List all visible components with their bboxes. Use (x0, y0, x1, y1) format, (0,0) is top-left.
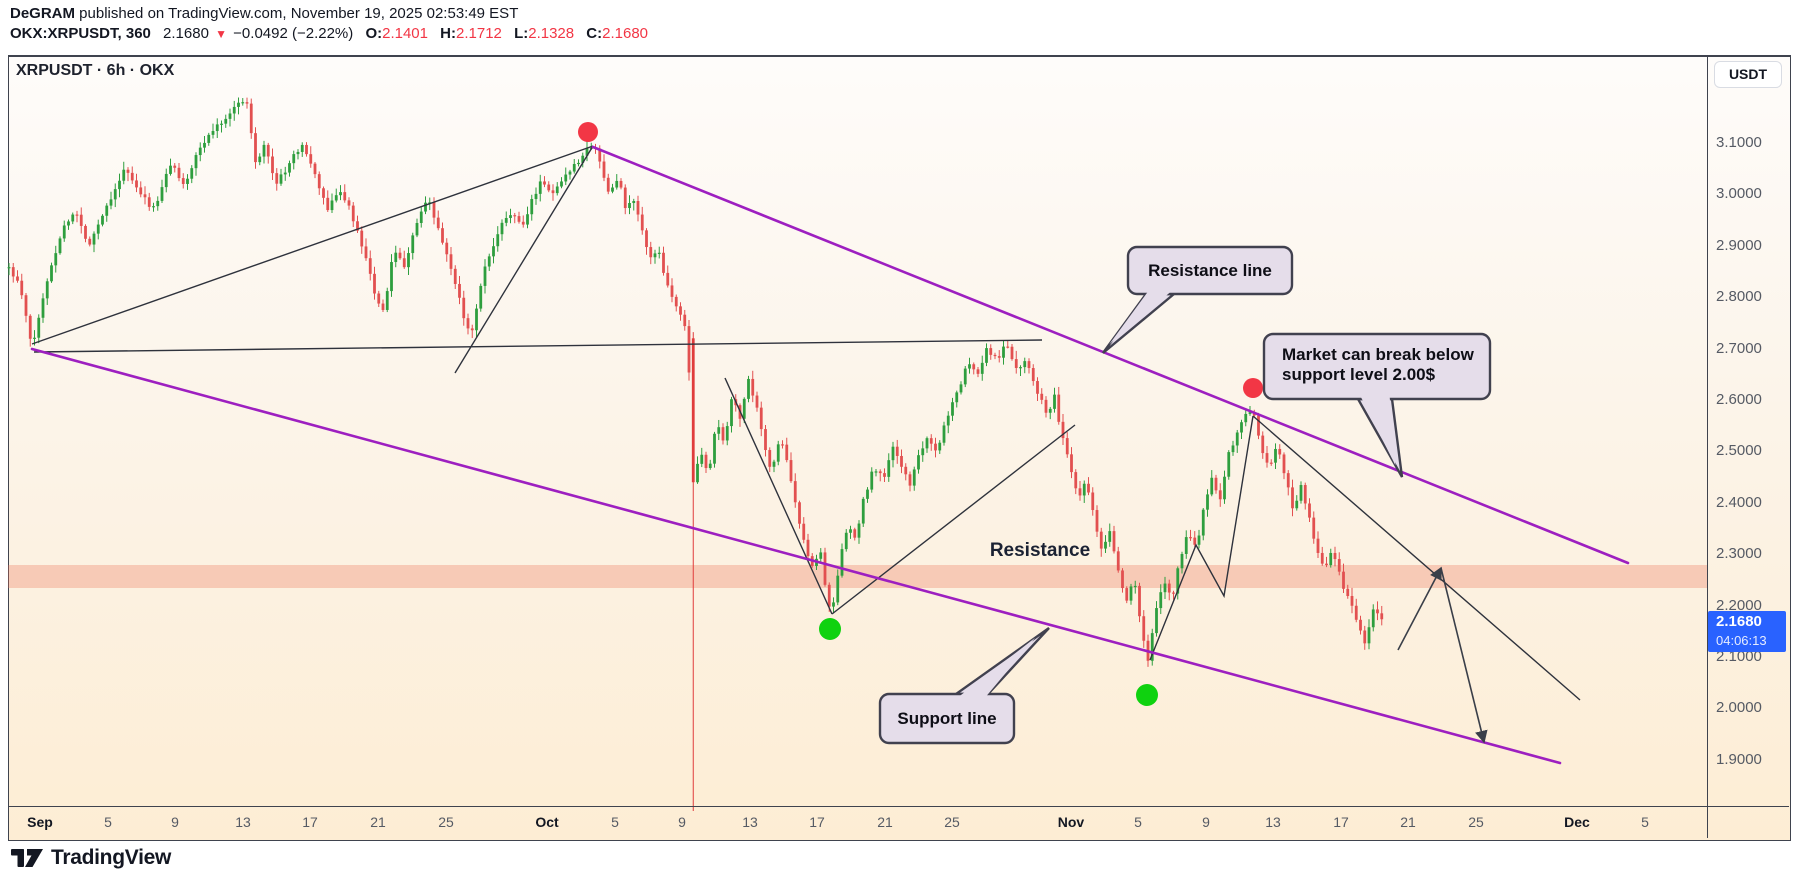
price-tick: 2.2000 (1716, 596, 1762, 614)
break-below-callout-text: Market can break below support level 2.00… (1282, 345, 1474, 384)
time-tick: 5 (1641, 814, 1649, 830)
symbol-status-row: OKX:XRPUSDT, 360 2.1680 ▼ −0.0492 (−2.22… (10, 25, 648, 42)
publisher-name: DeGRAM (10, 5, 76, 22)
open-value: 2.1401 (382, 25, 428, 42)
time-tick: 9 (171, 814, 179, 830)
time-tick: 25 (944, 814, 960, 830)
symbol-interval: OKX:XRPUSDT, 360 (10, 25, 151, 42)
candlestick-series (7, 97, 1384, 811)
pivot-dot-green[interactable] (1136, 684, 1158, 706)
time-axis-separator (8, 806, 1789, 807)
projection-resistance[interactable] (1252, 415, 1581, 701)
tradingview-wordmark: TradingView (51, 846, 172, 869)
time-tick: Sep (27, 814, 53, 830)
chart-legend-title: XRPUSDT · 6h · OKX (16, 62, 175, 79)
rising-wedge-lower[interactable] (454, 145, 594, 374)
support-line-callout[interactable] (878, 692, 1016, 745)
close-label: C: (586, 25, 603, 42)
tradingview-logo-icon (11, 849, 43, 867)
price-tick: 2.0000 (1716, 699, 1762, 717)
price-tick: 2.8000 (1716, 288, 1762, 306)
high-label: H: (440, 25, 456, 42)
time-tick: Oct (535, 814, 559, 830)
time-tick: 13 (1265, 814, 1281, 830)
price-tick: 1.9000 (1716, 750, 1762, 768)
time-tick: 25 (438, 814, 454, 830)
bar-countdown: 04:06:13 (1716, 633, 1767, 648)
price-tick: 2.6000 (1716, 391, 1762, 408)
time-tick: 17 (1333, 814, 1349, 830)
time-tick: Nov (1057, 814, 1085, 830)
time-tick: 21 (370, 814, 386, 830)
price-tick: 3.0000 (1716, 185, 1762, 203)
price-tick: 3.1000 (1716, 134, 1762, 151)
bounce-up-arrow[interactable] (1397, 566, 1442, 651)
support-trendline[interactable] (30, 347, 1562, 765)
flag-down-line[interactable] (724, 377, 833, 615)
price-tick: 2.1000 (1716, 648, 1762, 665)
november-zigzag[interactable] (1149, 415, 1254, 661)
price-tick: 2.3000 (1716, 545, 1762, 563)
publish-info: published on TradingView.com, November 1… (75, 5, 519, 22)
time-tick: 5 (104, 814, 112, 830)
support-line-callout-text: Support line (897, 708, 997, 728)
currency-toggle-button[interactable]: USDT (1714, 61, 1782, 88)
rising-wedge-upper[interactable] (31, 145, 594, 345)
tradingview-footer[interactable]: TradingView (10, 843, 171, 873)
time-tick: 17 (302, 814, 318, 830)
resistance-line-callout[interactable] (1126, 245, 1294, 296)
current-price-value: 2.1680 (1716, 613, 1762, 630)
resistance-line-callout-tail (1102, 292, 1178, 354)
price-tick: 2.4000 (1716, 493, 1762, 511)
time-tick: 9 (678, 814, 686, 830)
pivot-dot-red[interactable] (1243, 378, 1263, 398)
resistance-line-callout-text: Resistance line (1148, 260, 1272, 280)
down-triangle-icon: ▼ (215, 27, 227, 41)
time-tick: 21 (877, 814, 893, 830)
high-value: 2.1712 (456, 25, 502, 42)
time-tick: Dec (1564, 814, 1590, 830)
current-price-label: 2.1680 04:06:13 (1708, 611, 1786, 652)
pivot-dot-green[interactable] (819, 618, 841, 640)
resistance-zone-band[interactable] (8, 565, 1707, 588)
time-tick: 5 (1134, 814, 1142, 830)
open-label: O: (365, 25, 383, 42)
price-tick: 2.5000 (1716, 442, 1762, 460)
publish-byline: DeGRAM published on TradingView.com, Nov… (10, 5, 518, 22)
pivot-dot-red[interactable] (578, 122, 598, 142)
resistance-zone-text[interactable]: Resistance (989, 540, 1091, 561)
time-tick: 13 (235, 814, 251, 830)
time-tick: 21 (1400, 814, 1416, 830)
low-value: 2.1328 (528, 25, 575, 42)
price-tick: 2.7000 (1716, 339, 1762, 357)
flag-up-line[interactable] (831, 424, 1076, 615)
horizontal-2_70-level[interactable] (33, 339, 1043, 353)
time-tick: 9 (1202, 814, 1210, 830)
last-price: 2.1680 (163, 25, 209, 42)
low-label: L: (514, 25, 529, 42)
price-axis-separator (1707, 55, 1708, 838)
time-tick: 17 (809, 814, 825, 830)
breakdown-arrow[interactable] (1440, 567, 1488, 744)
resistance-trendline[interactable] (591, 145, 1630, 565)
time-tick: 13 (742, 814, 758, 830)
price-change: −0.0492 (−2.22%) (233, 25, 354, 42)
time-tick: 25 (1468, 814, 1484, 830)
price-tick: 2.9000 (1716, 236, 1762, 254)
time-tick: 5 (611, 814, 619, 830)
close-value: 2.1680 (602, 25, 649, 42)
